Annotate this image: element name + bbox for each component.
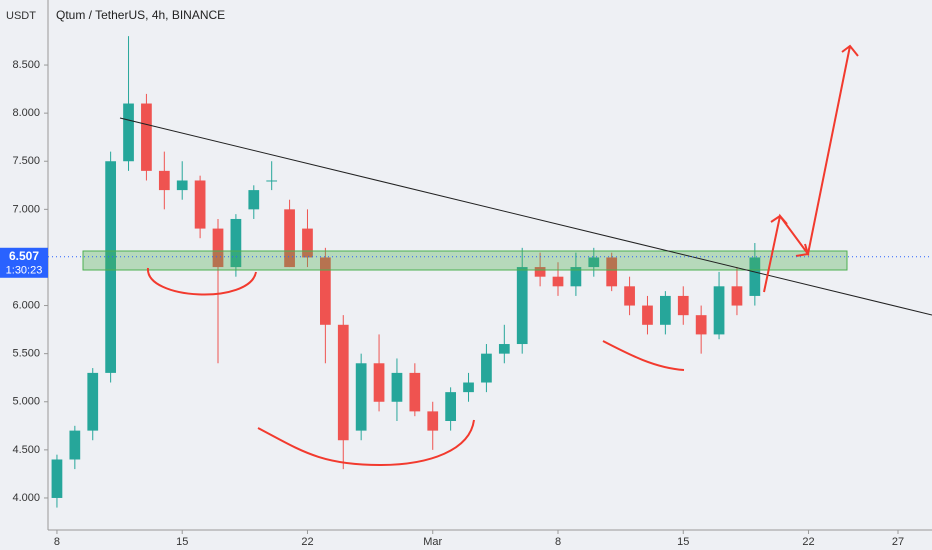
x-tick-label: Mar: [423, 536, 442, 548]
candle-body: [749, 257, 761, 296]
candle-body: [373, 363, 385, 402]
candle-body: [642, 305, 653, 325]
y-tick-label: 8.500: [12, 59, 40, 71]
x-tick-label: 15: [677, 536, 689, 548]
chart-title: Qtum / TetherUS, 4h, BINANCE: [56, 8, 225, 22]
y-tick-label: 5.500: [12, 348, 40, 360]
candle-body: [51, 459, 63, 498]
curve-bottom: [257, 419, 475, 467]
axes: 4.0004.5005.0005.5006.0006.5007.0007.500…: [0, 59, 932, 548]
arrow-path: [763, 45, 851, 293]
candle-body: [731, 286, 743, 306]
candle-body: [677, 295, 689, 316]
candle-body: [606, 257, 618, 287]
x-tick-label: 27: [892, 536, 904, 548]
candle-body: [516, 267, 528, 345]
candle-body: [498, 344, 510, 354]
last-price-box: [0, 247, 48, 278]
curve-right: [602, 340, 685, 371]
support-zone: [82, 250, 848, 271]
candle-body: [588, 257, 600, 268]
countdown-label: 1:30:23: [6, 265, 43, 277]
arrow-head-2: [795, 243, 810, 257]
candle-body: [176, 180, 188, 191]
y-tick-label: 4.000: [12, 492, 40, 504]
x-tick-label: 8: [555, 536, 561, 548]
y-tick-label: 5.000: [12, 396, 40, 408]
candle-body: [337, 324, 349, 441]
candle-body: [212, 228, 224, 268]
arrow-head-3: [841, 44, 859, 57]
candle-body: [123, 103, 134, 162]
candle-body: [427, 411, 439, 431]
annotations: [146, 44, 859, 467]
candle-body: [230, 218, 242, 268]
candle-body: [695, 315, 707, 335]
candle-body: [409, 372, 421, 412]
y-tick-label: 4.500: [12, 444, 40, 456]
candle-body: [284, 209, 295, 268]
y-tick-label: 6.000: [12, 299, 40, 311]
trend-line: [119, 117, 932, 316]
x-tick-label: 15: [176, 536, 188, 548]
candle-body: [105, 161, 116, 373]
candle-body: [320, 257, 331, 325]
candle-body: [534, 267, 546, 277]
candle-body: [624, 286, 635, 306]
candle-body: [445, 392, 456, 421]
candle-body: [463, 382, 474, 393]
y-tick-label: 7.500: [12, 155, 40, 167]
candle-body: [660, 295, 671, 325]
x-tick-label: 8: [54, 536, 60, 548]
candle-body: [713, 286, 725, 335]
candle-body: [355, 363, 367, 431]
candle-body: [248, 190, 260, 210]
candle-body: [570, 267, 582, 287]
candle-body: [481, 353, 492, 383]
last-price-label: 6.507: [9, 249, 39, 263]
y-tick-label: 8.000: [12, 107, 40, 119]
candle-body: [302, 228, 313, 258]
candle-body: [69, 430, 81, 460]
x-tick-label: 22: [301, 536, 313, 548]
arrow-head-1: [770, 214, 788, 225]
x-tick-label: 22: [802, 536, 814, 548]
candle-body: [158, 170, 170, 191]
candle-body: [391, 372, 403, 402]
candle-body: [87, 372, 99, 431]
marks: [51, 36, 761, 508]
currency-label: USDT: [6, 10, 36, 22]
candle-body: [141, 103, 152, 171]
candle-body: [552, 276, 564, 287]
curve-left: [146, 267, 257, 296]
candle-body: [194, 180, 206, 229]
candle-body: [266, 180, 278, 182]
y-tick-label: 7.000: [12, 203, 40, 215]
